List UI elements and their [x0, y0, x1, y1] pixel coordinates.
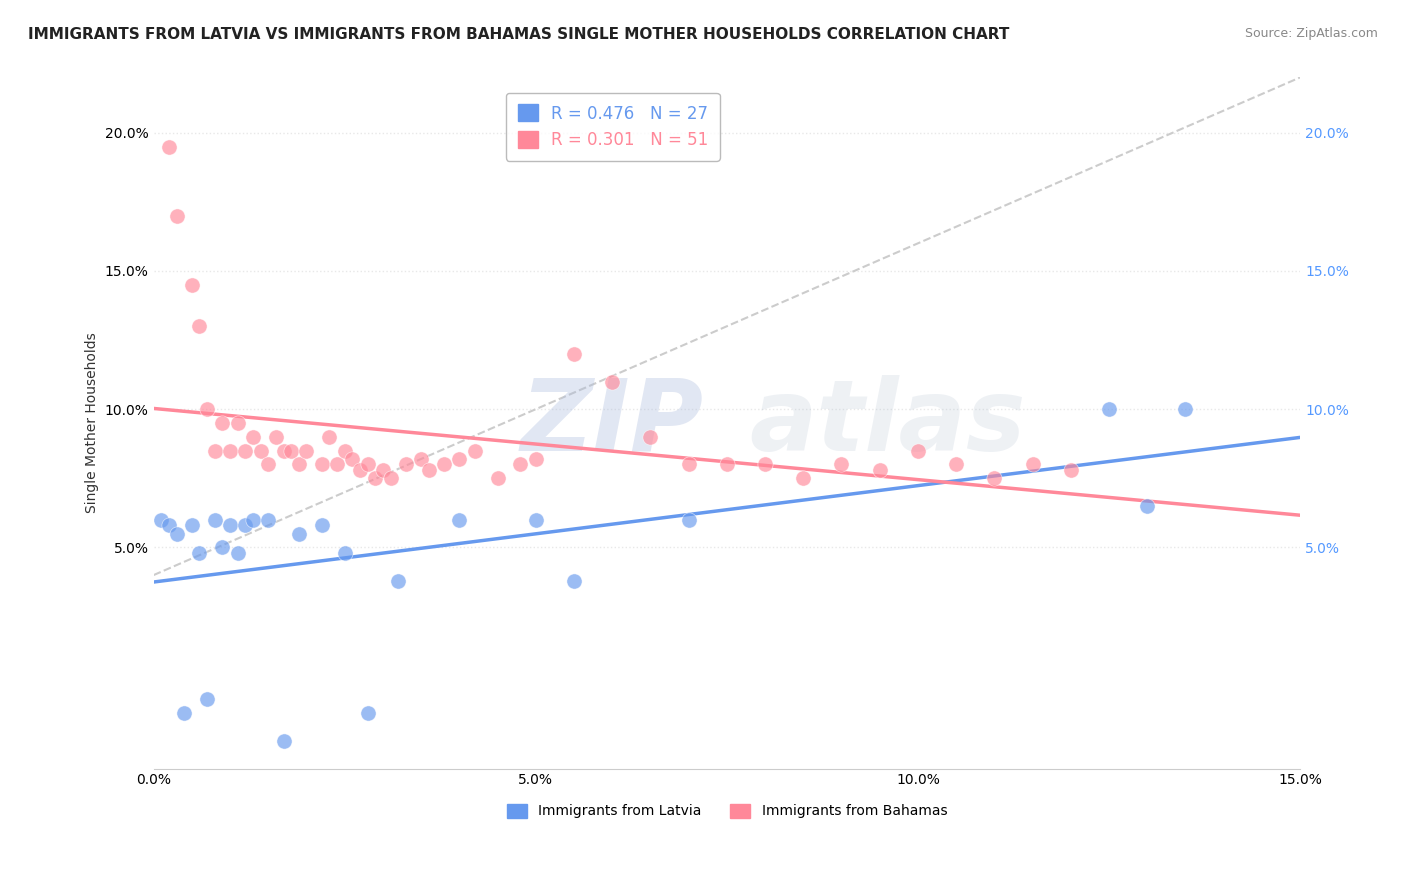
Point: [166, 209, 188, 223]
Point: [295, 443, 318, 458]
Text: Source: ZipAtlas.com: Source: ZipAtlas.com: [1244, 27, 1378, 40]
Point: [562, 574, 585, 588]
Text: atlas: atlas: [749, 375, 1026, 472]
Point: [211, 541, 233, 555]
Point: [257, 513, 280, 527]
Point: [509, 458, 531, 472]
Point: [242, 513, 264, 527]
Point: [449, 452, 471, 467]
Point: [333, 443, 356, 458]
Point: [524, 452, 547, 467]
Point: [869, 463, 891, 477]
Point: [524, 513, 547, 527]
Point: [233, 518, 256, 533]
Point: [600, 375, 623, 389]
Point: [188, 319, 211, 334]
Point: [349, 463, 371, 477]
Point: [678, 513, 700, 527]
Point: [166, 526, 188, 541]
Point: [356, 458, 378, 472]
Point: [792, 471, 814, 485]
Point: [211, 416, 233, 430]
Point: [640, 430, 662, 444]
Point: [411, 452, 433, 467]
Point: [907, 443, 929, 458]
Point: [318, 430, 340, 444]
Point: [418, 463, 440, 477]
Point: [157, 139, 180, 153]
Point: [326, 458, 349, 472]
Legend: Immigrants from Latvia, Immigrants from Bahamas: Immigrants from Latvia, Immigrants from …: [501, 798, 953, 824]
Point: [678, 458, 700, 472]
Point: [716, 458, 738, 472]
Point: [387, 574, 409, 588]
Point: [273, 443, 295, 458]
Point: [195, 692, 218, 706]
Text: IMMIGRANTS FROM LATVIA VS IMMIGRANTS FROM BAHAMAS SINGLE MOTHER HOUSEHOLDS CORRE: IMMIGRANTS FROM LATVIA VS IMMIGRANTS FRO…: [28, 27, 1010, 42]
Point: [273, 734, 295, 748]
Point: [173, 706, 195, 721]
Point: [226, 546, 249, 560]
Point: [242, 430, 264, 444]
Point: [433, 458, 456, 472]
Point: [311, 458, 333, 472]
Point: [562, 347, 585, 361]
Point: [464, 443, 486, 458]
Point: [195, 402, 218, 417]
Point: [288, 458, 311, 472]
Point: [219, 443, 242, 458]
Point: [754, 458, 776, 472]
Point: [1060, 463, 1083, 477]
Point: [188, 546, 211, 560]
Point: [342, 452, 364, 467]
Point: [157, 518, 180, 533]
Point: [945, 458, 967, 472]
Point: [288, 526, 311, 541]
Point: [249, 443, 271, 458]
Point: [364, 471, 387, 485]
Point: [180, 518, 202, 533]
Point: [264, 430, 287, 444]
Point: [204, 513, 226, 527]
Point: [1021, 458, 1043, 472]
Point: [449, 513, 471, 527]
Point: [486, 471, 509, 485]
Point: [395, 458, 418, 472]
Point: [333, 546, 356, 560]
Point: [180, 277, 202, 292]
Point: [371, 463, 394, 477]
Point: [280, 443, 302, 458]
Point: [204, 443, 226, 458]
Point: [311, 518, 333, 533]
Text: ZIP: ZIP: [520, 375, 704, 472]
Point: [983, 471, 1005, 485]
Point: [219, 518, 242, 533]
Point: [150, 513, 173, 527]
Point: [1098, 402, 1121, 417]
Point: [257, 458, 280, 472]
Point: [1174, 402, 1197, 417]
Point: [233, 443, 256, 458]
Point: [226, 416, 249, 430]
Point: [830, 458, 852, 472]
Point: [1136, 499, 1159, 513]
Y-axis label: Single Mother Households: Single Mother Households: [86, 333, 100, 514]
Point: [356, 706, 378, 721]
Point: [380, 471, 402, 485]
